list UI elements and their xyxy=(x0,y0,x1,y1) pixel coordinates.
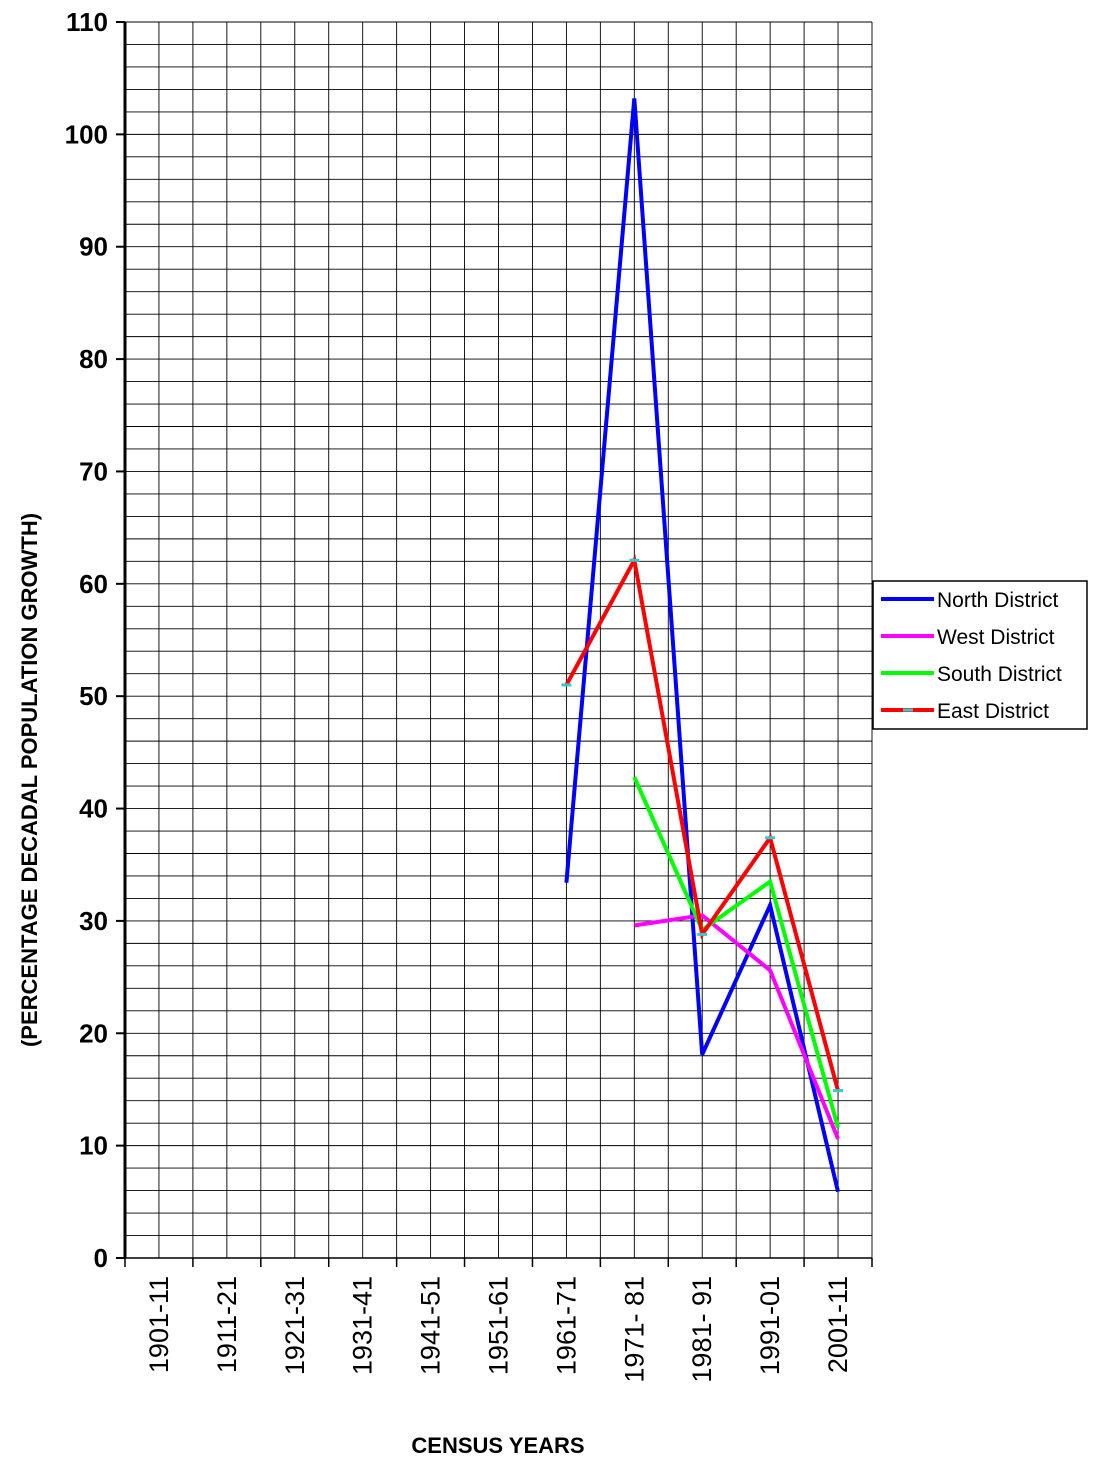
y-tick-label: 50 xyxy=(79,681,108,711)
x-tick-label: 1971- 81 xyxy=(619,1276,649,1383)
x-tick-label: 1921-31 xyxy=(280,1276,310,1375)
series-group xyxy=(632,776,840,1129)
y-tick-label: 60 xyxy=(79,569,108,599)
x-tick-label: 1961-71 xyxy=(551,1276,581,1375)
legend-item: West District xyxy=(881,626,1055,649)
y-tick-label: 0 xyxy=(94,1243,108,1273)
y-tick-label: 70 xyxy=(79,456,108,486)
y-tick-label: 40 xyxy=(79,794,108,824)
series-group xyxy=(561,554,844,1093)
gridlines xyxy=(125,21,873,1258)
x-tick-label: 1991-01 xyxy=(755,1276,785,1375)
x-tick-label: 1951-61 xyxy=(484,1276,514,1375)
x-tick-label: 1911-21 xyxy=(212,1276,242,1373)
x-tick-label: 1981- 91 xyxy=(687,1276,717,1383)
legend-box xyxy=(872,580,1088,730)
x-tick-labels: 1901-11 1911-21 1921-31 1931-41 1941-51 1951-… xyxy=(144,1276,853,1383)
x-tick-label: 1901-11 xyxy=(144,1276,174,1373)
x-tick-label: 2001-11 xyxy=(823,1276,853,1373)
y-tick-label: 90 xyxy=(79,232,108,262)
y-tick-label: 110 xyxy=(66,7,108,37)
y-tick-label: 80 xyxy=(79,344,108,374)
legend-item: South District xyxy=(881,663,1062,686)
legend-item: East District xyxy=(881,700,1049,723)
y-tick-label: 20 xyxy=(79,1018,108,1048)
series-lines xyxy=(561,98,844,1193)
legend-label: West District xyxy=(937,626,1055,649)
legend-label: South District xyxy=(937,663,1062,686)
y-tick-labels: 0 10 20 30 40 50 60 70 80 90 100 110 xyxy=(65,7,108,1273)
y-tick-label: 10 xyxy=(79,1131,108,1161)
x-tick-label: 1931-41 xyxy=(348,1276,378,1375)
legend-label: East District xyxy=(937,700,1049,723)
series-line xyxy=(564,98,840,1193)
legend: North District West District South Distric… xyxy=(872,580,1088,730)
x-tick-label: 1941-51 xyxy=(416,1276,446,1375)
legend-item: North District xyxy=(881,589,1059,612)
series-group xyxy=(634,913,840,1140)
x-axis-title: CENSUS YEARS xyxy=(411,1433,584,1458)
series-group xyxy=(564,98,840,1193)
y-tick-label: 100 xyxy=(65,119,108,149)
y-axis-title: (PERCENTAGE DECADAL POPULATION GROWTH) xyxy=(17,513,42,1047)
axes xyxy=(116,21,873,1267)
y-tick-label: 30 xyxy=(79,906,108,936)
legend-label: North District xyxy=(937,589,1059,612)
series-line xyxy=(634,913,840,1140)
series-line xyxy=(632,776,840,1129)
